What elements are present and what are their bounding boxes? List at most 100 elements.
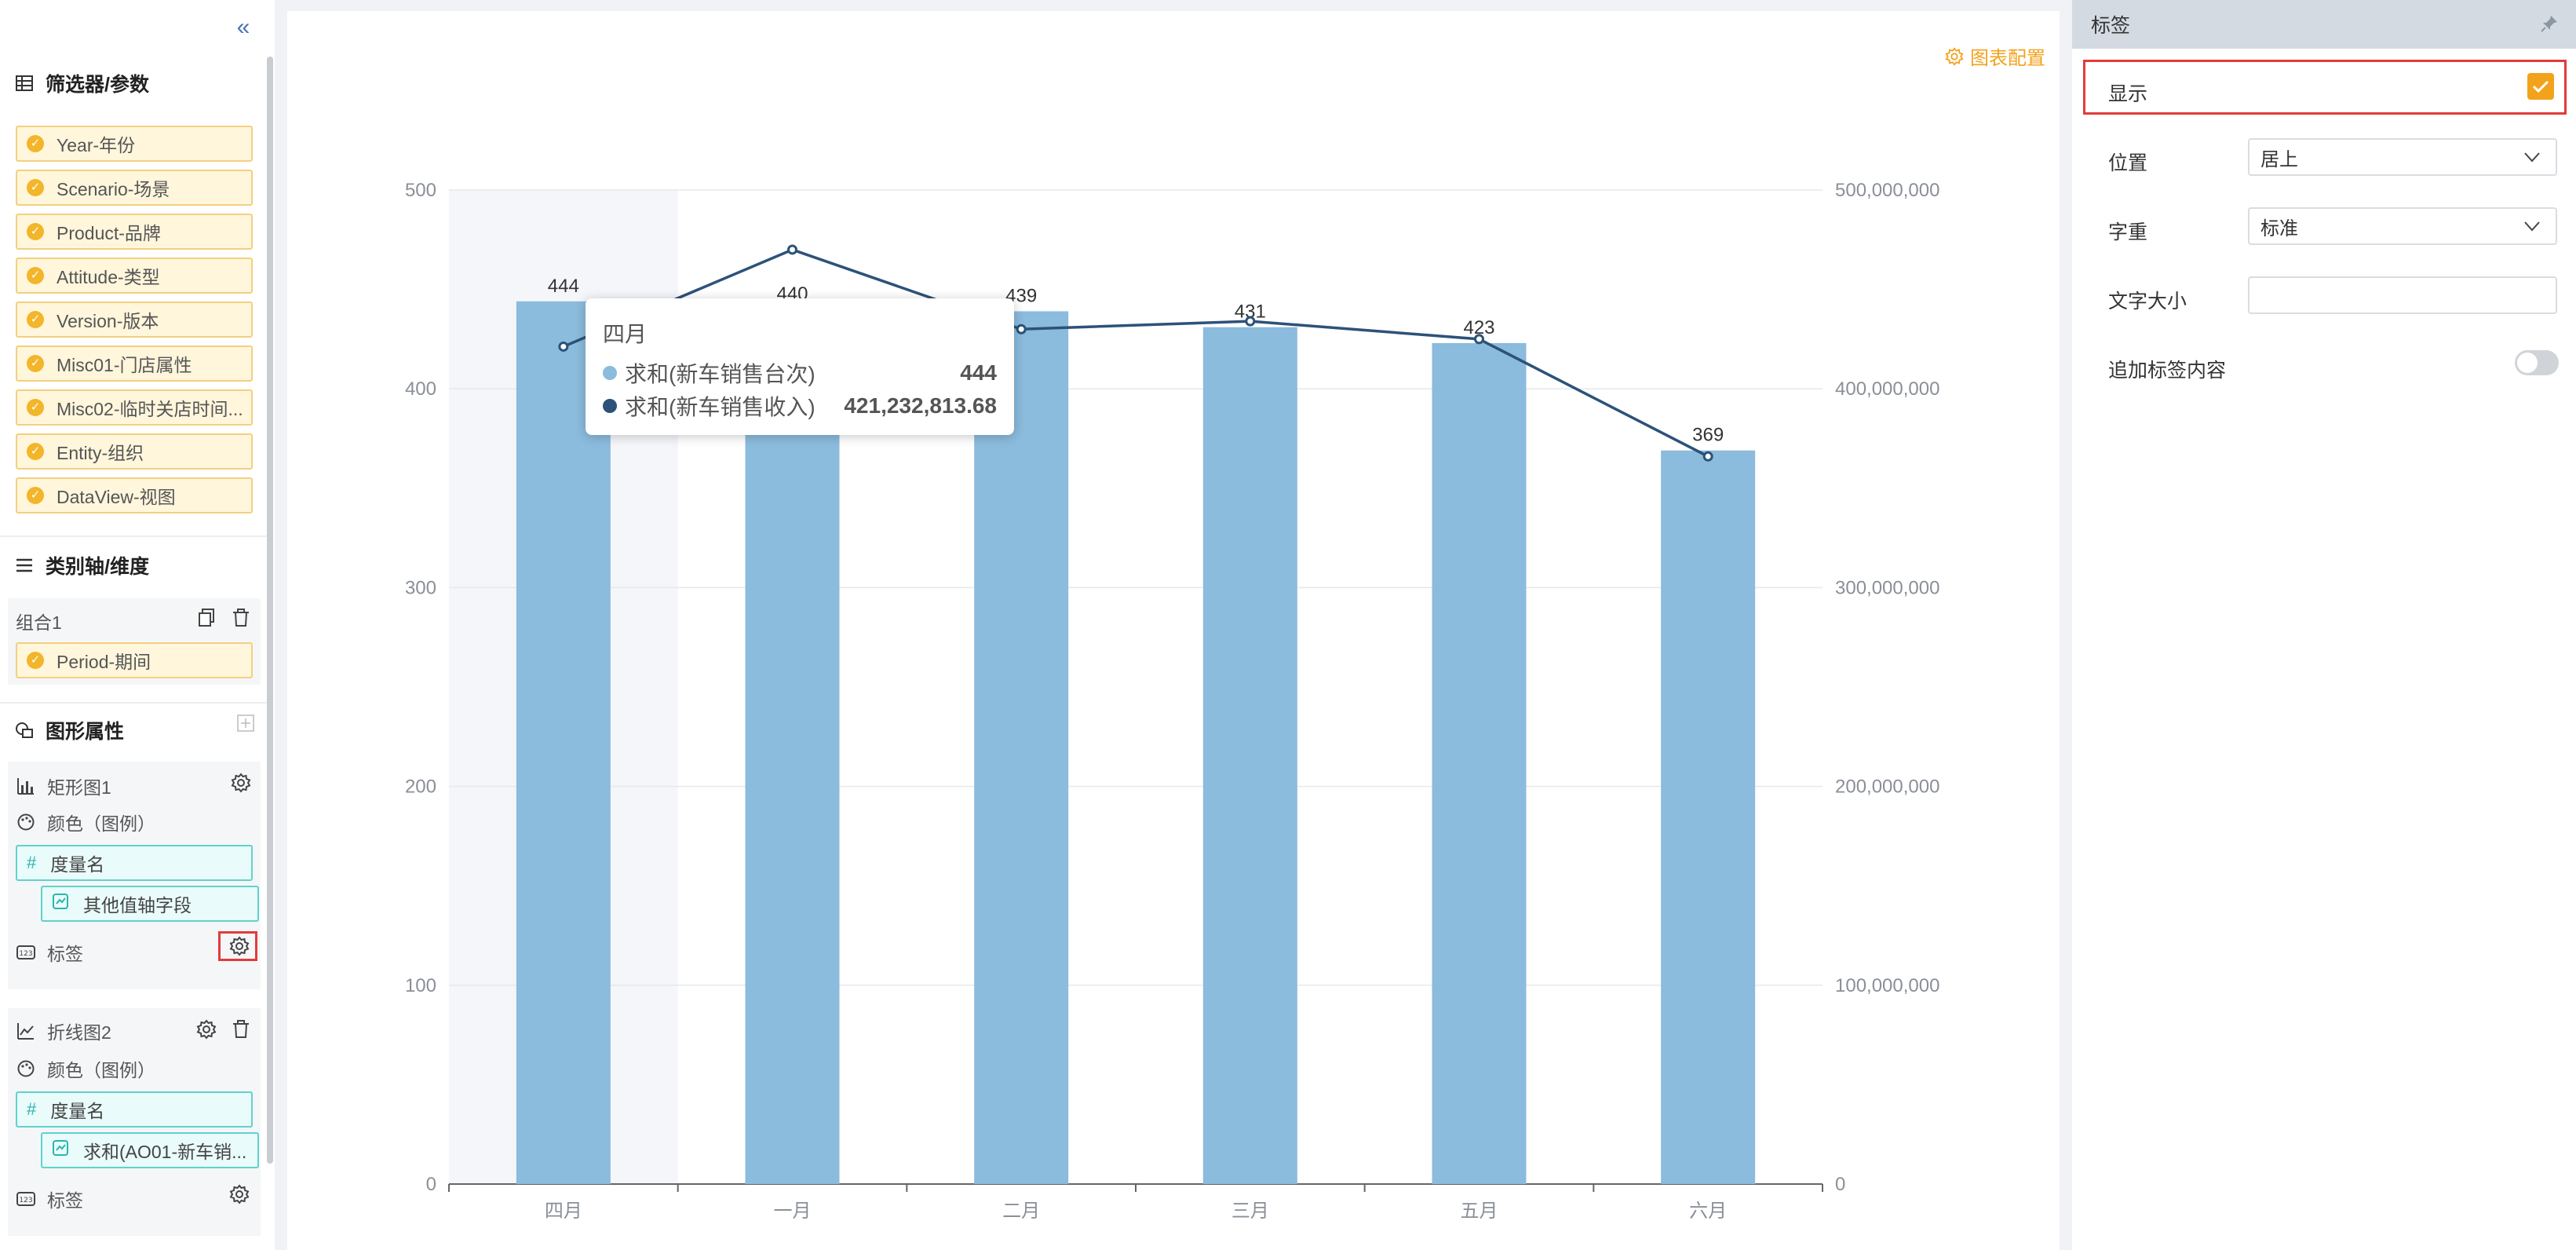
- tooltip-series-value: 421,232,813.68: [844, 393, 997, 418]
- filter-pill[interactable]: ✓ DataView-视图: [16, 477, 253, 514]
- bar: [516, 301, 611, 1184]
- right-tick-label: 100,000,000: [1835, 975, 1939, 996]
- line-series: [563, 248, 1709, 458]
- bar: [1432, 342, 1527, 1184]
- copy-icon[interactable]: [195, 606, 218, 630]
- bar: [1661, 450, 1756, 1184]
- bar-sub-field[interactable]: 其他值轴字段: [41, 886, 259, 922]
- line-label-gear-icon[interactable]: [228, 1182, 251, 1206]
- collapse-icon[interactable]: «: [236, 14, 250, 40]
- chart-config-button[interactable]: 图表配置: [1945, 42, 2045, 70]
- filter-pill[interactable]: ✓ Year-年份: [16, 126, 253, 162]
- weight-value: 标准: [2260, 217, 2298, 239]
- svg-text:123: 123: [19, 1197, 32, 1204]
- bar-chart-name: 矩形图1: [47, 777, 111, 798]
- hash-icon: #: [27, 853, 37, 872]
- config-gear-icon: [1945, 46, 1964, 66]
- position-select[interactable]: 居上: [2248, 138, 2557, 176]
- bar-measure-name-field[interactable]: # 度量名: [16, 845, 253, 881]
- check-circle-icon: ✓: [27, 443, 44, 460]
- right-tick-label: 500,000,000: [1835, 180, 1939, 201]
- show-row-highlight: [2083, 60, 2567, 115]
- check-circle-icon: ✓: [27, 399, 44, 416]
- svg-text:123: 123: [19, 950, 32, 958]
- tooltip-title: 四月: [603, 322, 648, 346]
- filter-pill-label: Entity-组织: [57, 443, 144, 463]
- filter-pill-label: Misc02-临时关店时间...: [57, 399, 243, 419]
- add-icon[interactable]: [234, 711, 257, 735]
- font-size-input[interactable]: [2248, 276, 2557, 314]
- right-tick-label: 400,000,000: [1835, 378, 1939, 400]
- line-sub-field-label: 求和(AO01-新车销...: [83, 1142, 247, 1162]
- show-label: 显示: [2108, 83, 2148, 105]
- category-axis-title: 类别轴/维度: [46, 556, 149, 578]
- font-size-label: 文字大小: [2108, 291, 2187, 312]
- line-point: [1245, 316, 1256, 327]
- filter-pill[interactable]: ✓ Entity-组织: [16, 433, 253, 470]
- position-label: 位置: [2108, 152, 2148, 174]
- line-settings-gear-icon[interactable]: [195, 1018, 218, 1041]
- bar-chart-row: 矩形图1: [16, 773, 111, 799]
- line-sub-field[interactable]: 求和(AO01-新车销...: [41, 1132, 259, 1168]
- line-chart-row: 折线图2: [16, 1018, 111, 1044]
- bar-settings-gear-icon[interactable]: [229, 771, 253, 795]
- weight-select[interactable]: 标准: [2248, 207, 2557, 245]
- x-tick-label: 四月: [545, 1201, 582, 1222]
- toggle-knob: [2517, 353, 2538, 373]
- filter-pill[interactable]: ✓ Attitude-类型: [16, 258, 253, 294]
- line-label-label: 标签: [47, 1190, 83, 1211]
- chevron-down-icon: [2523, 217, 2541, 241]
- bar-measure-name-label: 度量名: [50, 854, 105, 875]
- filter-pill[interactable]: ✓ Scenario-场景: [16, 170, 253, 206]
- bar: [974, 311, 1069, 1184]
- left-tick-label: 0: [426, 1174, 436, 1195]
- line-point: [1702, 451, 1713, 462]
- filter-pill[interactable]: ✓ Product-品牌: [16, 214, 253, 250]
- filter-pill[interactable]: ✓ Version-版本: [16, 302, 253, 338]
- left-tick-label: 100: [405, 975, 436, 996]
- tooltip-series-name: 求和(新车销售台次): [625, 362, 815, 386]
- line-color-row[interactable]: 颜色（图例）: [16, 1055, 155, 1082]
- line-point: [1016, 323, 1027, 334]
- panel-header: 标签: [2072, 0, 2576, 49]
- category-axis-header: 类别轴/维度: [14, 551, 149, 579]
- chevron-down-icon: [2523, 148, 2541, 172]
- append-toggle[interactable]: [2515, 350, 2559, 375]
- bar-sub-field-label: 其他值轴字段: [83, 895, 192, 916]
- filter-pill-label: Scenario-场景: [57, 179, 170, 199]
- line-point: [1474, 334, 1484, 345]
- category-pill-label: Period-期间: [57, 652, 151, 672]
- bar-label-gear-icon[interactable]: [228, 934, 251, 958]
- show-checkbox[interactable]: [2527, 73, 2554, 100]
- filter-pill-label: DataView-视图: [57, 487, 176, 507]
- chart-tooltip: 四月 求和(新车销售台次) 444 求和(新车销售收入) 421,232,813…: [586, 298, 1014, 435]
- shape-props-header: 图形属性: [14, 716, 124, 744]
- delete-icon[interactable]: [229, 606, 253, 630]
- bar: [745, 309, 840, 1184]
- line-measure-name-field[interactable]: # 度量名: [16, 1091, 253, 1128]
- category-pill[interactable]: ✓ Period-期间: [16, 642, 253, 678]
- x-tick-label: 三月: [1231, 1201, 1269, 1222]
- measure-icon: [52, 893, 69, 915]
- line-point: [558, 341, 569, 352]
- tooltip-series-value: 444: [960, 360, 997, 385]
- bar: [1202, 327, 1297, 1184]
- line-delete-icon[interactable]: [229, 1018, 253, 1041]
- check-circle-icon: ✓: [27, 135, 44, 152]
- palette-icon: [16, 812, 36, 832]
- filter-pill[interactable]: ✓ Misc02-临时关店时间...: [16, 389, 253, 426]
- filter-pill-label: Attitude-类型: [57, 267, 160, 287]
- pin-icon[interactable]: [2540, 14, 2559, 38]
- bar-color-label: 颜色（图例）: [47, 813, 155, 834]
- hash-icon: #: [27, 1099, 37, 1119]
- palette-icon: [16, 1058, 36, 1079]
- bar-color-row[interactable]: 颜色（图例）: [16, 809, 155, 835]
- left-panel-scrollbar[interactable]: [267, 57, 273, 1164]
- list-icon: [14, 555, 35, 576]
- bar-data-label: 444: [548, 276, 579, 297]
- check-circle-icon: ✓: [27, 311, 44, 328]
- label-icon: 123: [16, 1189, 36, 1209]
- line-point: [787, 244, 797, 255]
- filter-pill[interactable]: ✓ Misc01-门店属性: [16, 345, 253, 382]
- left-tick-label: 300: [405, 577, 436, 598]
